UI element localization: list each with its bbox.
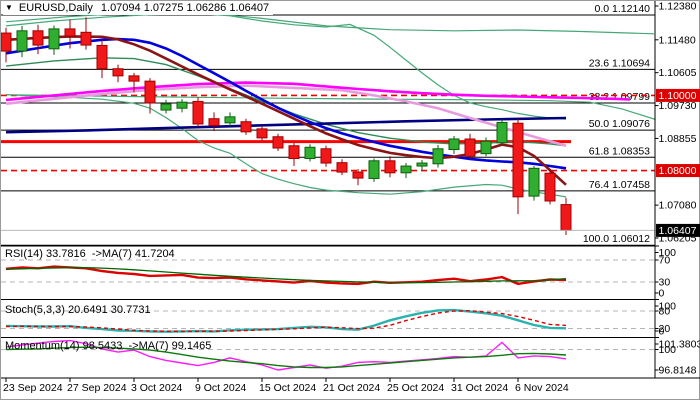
stoch-axis-label: 0	[659, 326, 665, 338]
candle-body	[257, 129, 267, 138]
candle-body	[209, 119, 219, 126]
svg-text:38.2 1.09799: 38.2 1.09799	[589, 91, 650, 103]
candle-body	[145, 81, 155, 103]
candle-body	[289, 146, 299, 159]
svg-text:23.6 1.10694: 23.6 1.10694	[589, 57, 650, 69]
price-axis-label: 1.12380	[659, 1, 697, 12]
candle-body	[225, 117, 235, 123]
candle-body	[545, 173, 555, 201]
candle-body	[81, 32, 91, 45]
candle-body	[273, 137, 283, 148]
candle-body	[369, 161, 379, 179]
stoch-axis-label: 80	[659, 306, 671, 318]
candle-body	[465, 139, 475, 156]
candle-body	[177, 102, 187, 108]
chart-ohlc-values: 1.07094 1.07275 1.06286 1.06407	[101, 2, 269, 14]
date-axis-label: 9 Oct 2024	[195, 382, 247, 394]
date-axis-label: 3 Oct 2024	[131, 382, 183, 394]
rsi-indicator-label: RSI(14) 33.7816 ->MA(7) 41.7204	[5, 248, 175, 260]
rsi-axis-label: 70	[659, 255, 671, 267]
stoch-indicator-label: Stoch(5,3,3) 20.6491 30.7731	[5, 304, 151, 316]
candle-body	[161, 104, 171, 110]
candle-body	[497, 122, 507, 142]
svg-text:61.8 1.08353: 61.8 1.08353	[589, 145, 650, 157]
candle-body	[129, 76, 139, 81]
chart-title-bar: ▼ EURUSD,Daily 1.07094 1.07275 1.06286 1…	[3, 2, 273, 15]
date-axis-label: 23 Sep 2024	[3, 382, 63, 394]
date-axis-label: 6 Nov 2024	[515, 382, 569, 394]
candle-body	[401, 166, 411, 173]
price-badge-label: 1.10000	[659, 90, 697, 102]
candle-body	[65, 29, 75, 36]
price-badge-label: 1.06407	[659, 225, 697, 237]
price-axis[interactable]: 1.123801.114801.106051.097301.088551.070…	[655, 1, 700, 244]
candle-body	[481, 141, 491, 153]
date-axis[interactable]: 23 Sep 2024 27 Sep 2024 3 Oct 2024 9 Oct 20…	[1, 378, 700, 394]
candle-body	[529, 168, 539, 196]
candle-body	[241, 122, 251, 132]
price-axis-label: 1.08855	[659, 133, 697, 145]
candles-layer[interactable]	[1, 17, 655, 235]
chart-symbol-timeframe: EURUSD,Daily	[19, 2, 93, 14]
ma-overlays	[6, 12, 656, 197]
candle-body	[1, 33, 11, 51]
svg-text:100.0 1.06012: 100.0 1.06012	[583, 233, 650, 245]
candle-body	[385, 161, 395, 173]
date-axis-label: 21 Oct 2024	[323, 382, 380, 394]
momentum-axis-label: 96.8148	[659, 365, 697, 377]
date-axis-label: 27 Sep 2024	[67, 382, 127, 394]
candle-body	[337, 163, 347, 172]
rsi-axis-label: 0	[659, 288, 665, 300]
candle-body	[321, 149, 331, 163]
candle-body	[513, 123, 523, 197]
date-axis-label: 25 Oct 2024	[387, 382, 444, 394]
price-badge-label: 1.08000	[659, 165, 697, 177]
date-axis-label: 31 Oct 2024	[451, 382, 508, 394]
candle-body	[193, 101, 203, 124]
candle-body	[305, 147, 315, 158]
momentum-indicator-label: Momentum(14) 98.5433 ->MA(7) 99.1465	[5, 340, 211, 352]
symbol-dropdown-icon[interactable]: ▼	[5, 2, 13, 14]
candle-body	[97, 45, 107, 68]
price-axis-label: 1.10605	[659, 67, 697, 79]
svg-text:0.0 1.12140: 0.0 1.12140	[595, 3, 651, 15]
bollinger-middle-band	[6, 58, 566, 146]
ma-magenta	[6, 83, 630, 100]
candle-body	[417, 163, 427, 166]
candle-body	[17, 31, 27, 51]
candle-body	[33, 31, 43, 45]
candle-body	[561, 205, 571, 231]
svg-text:76.4 1.07458: 76.4 1.07458	[589, 179, 650, 191]
candle-body	[49, 29, 59, 49]
price-axis-label: 1.07080	[659, 200, 697, 212]
candle-body	[353, 172, 363, 178]
candle-body	[433, 149, 443, 164]
price-axis-label: 1.11480	[659, 34, 696, 46]
svg-text:50.0 1.09076: 50.0 1.09076	[589, 118, 650, 130]
date-axis-label: 15 Oct 2024	[259, 382, 316, 394]
candle-body	[449, 139, 459, 150]
candle-body	[113, 69, 123, 76]
momentum-axis-label: 100	[659, 344, 677, 356]
